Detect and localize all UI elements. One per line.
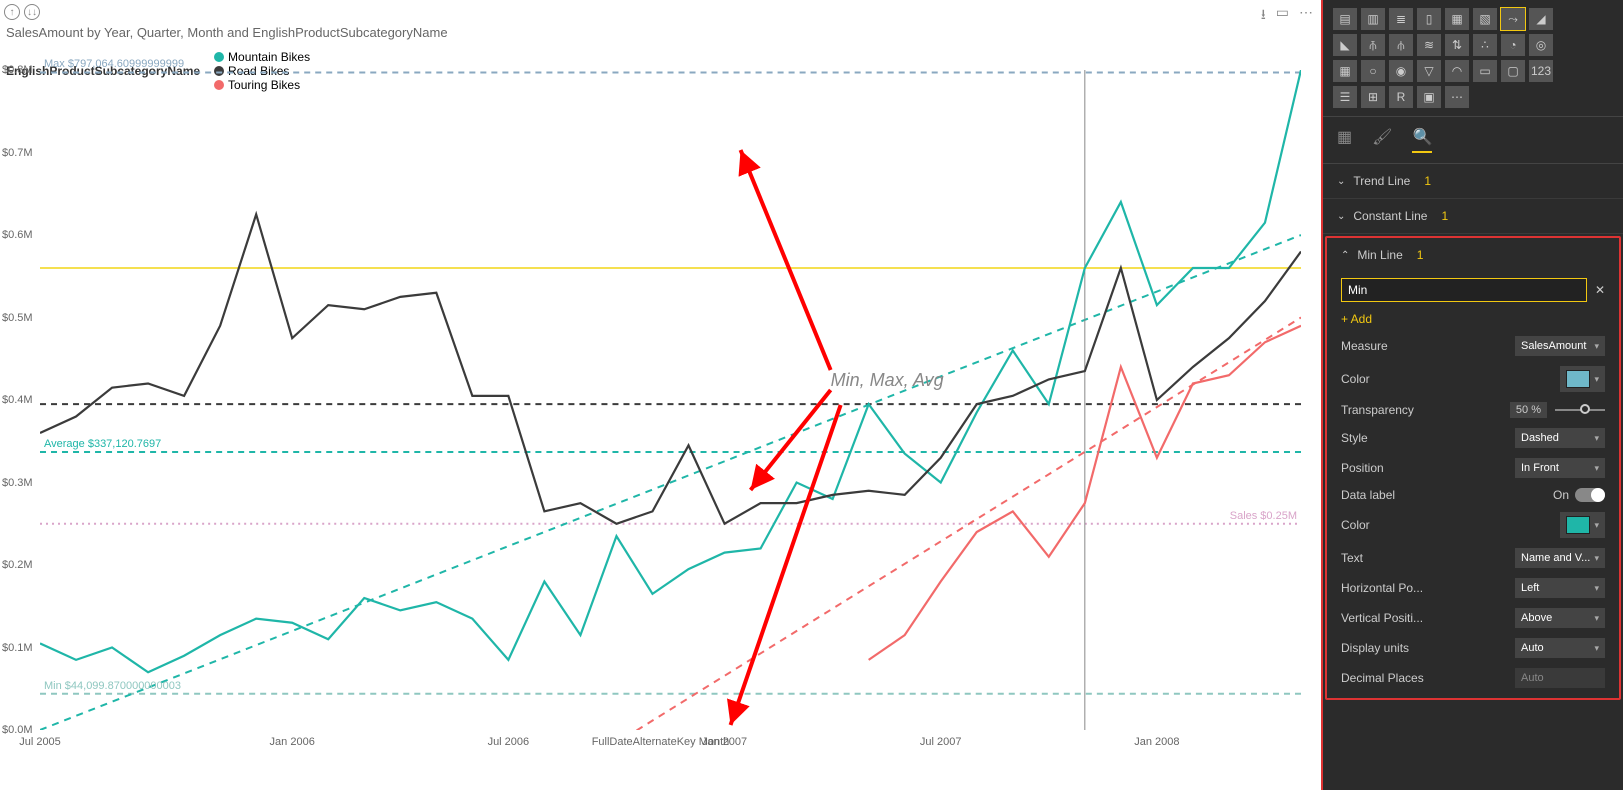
section-constant-line[interactable]: ⌄ Constant Line 1 [1323,199,1623,234]
section-count: 1 [1441,209,1448,223]
viz-custom-icon[interactable]: ⋯ [1445,86,1469,108]
section-title: Min Line [1357,248,1402,262]
chevron-down-icon: ⌄ [1337,211,1345,222]
viz-line-icon[interactable]: ⤳ [1501,8,1525,30]
viz-multi-card-icon[interactable]: ▢ [1501,60,1525,82]
decimals-label: Decimal Places [1341,671,1424,685]
decimals-input[interactable]: Auto [1515,668,1605,688]
position-label: Position [1341,461,1384,475]
viz-waterfall-icon[interactable]: ⇅ [1445,34,1469,56]
section-trend-line[interactable]: ⌄ Trend Line 1 [1323,164,1623,199]
measure-label: Measure [1341,339,1388,353]
tab-fields-icon[interactable]: ▦ [1337,127,1352,153]
viz-treemap-icon[interactable]: ▦ [1333,60,1357,82]
legend-item[interactable]: Mountain Bikes [214,50,310,64]
viz-funnel-icon[interactable]: ▽ [1417,60,1441,82]
drill-up-icon[interactable]: ↑ [4,4,20,20]
viz-scatter-icon[interactable]: ∴ [1473,34,1497,56]
viz-gauge-icon[interactable]: ◠ [1445,60,1469,82]
visual-header-icons: ⭳ ▭ ⋯ [1261,4,1313,28]
section-min-header[interactable]: ⌃ Min Line 1 [1327,238,1619,272]
color-label: Color [1341,372,1370,386]
viz-pie-icon[interactable]: ◔ [1501,34,1525,56]
export-icon[interactable]: ⭳ [1261,4,1266,28]
drill-down-icon[interactable]: ↓↓ [24,4,40,20]
viz-py-icon[interactable]: ▣ [1417,86,1441,108]
viz-table-icon[interactable]: ⊞ [1361,86,1385,108]
style-label: Style [1341,431,1368,445]
viz-stacked-bar-icon[interactable]: ▤ [1333,8,1357,30]
viz-map-icon[interactable]: ○ [1361,60,1385,82]
chart-visual: ↑ ↓↓ ⭳ ▭ ⋯ SalesAmount by Year, Quarter,… [0,0,1323,790]
style-dropdown[interactable]: Dashed▾ [1515,428,1605,448]
viz-100-column-icon[interactable]: ▧ [1473,8,1497,30]
text-label: Text [1341,551,1363,565]
viz-ribbon-icon[interactable]: ≋ [1417,34,1441,56]
section-count: 1 [1424,174,1431,188]
viz-kpi-icon[interactable]: 123 [1529,60,1553,82]
viz-stacked-column-icon[interactable]: ▥ [1361,8,1385,30]
viz-100-bar-icon[interactable]: ▦ [1445,8,1469,30]
viz-stacked-area-icon[interactable]: ◣ [1333,34,1357,56]
chevron-down-icon: ⌄ [1337,176,1345,187]
text-dropdown[interactable]: Name and V...▾ [1515,548,1605,568]
viz-filled-map-icon[interactable]: ◉ [1389,60,1413,82]
position-dropdown[interactable]: In Front▾ [1515,458,1605,478]
measure-dropdown[interactable]: SalesAmount▾ [1515,336,1605,356]
viz-slicer-icon[interactable]: ☰ [1333,86,1357,108]
section-count: 1 [1417,248,1424,262]
panel-tabs: ▦ 🖌 🔍 [1323,117,1623,164]
focus-icon[interactable]: ▭ [1276,4,1289,28]
viz-gallery: ▤ ▥ ≣ ▯ ▦ ▧ ⤳ ◢ ◣ ⫚ ⫛ ≋ ⇅ ∴ ◔ ◎ ▦ ○ ◉ ▽ … [1323,0,1623,117]
units-label: Display units [1341,641,1409,655]
color2-label: Color [1341,518,1370,532]
datalabel-toggle[interactable]: On [1553,488,1605,502]
min-line-name-input[interactable]: Min [1341,278,1587,302]
viz-area-icon[interactable]: ◢ [1529,8,1553,30]
vpos-label: Vertical Positi... [1341,611,1423,625]
section-min-line: ⌃ Min Line 1 Min ✕ + Add Measure SalesAm… [1325,236,1621,700]
plot-area: $0.0M$0.1M$0.2M$0.3M$0.4M$0.5M$0.6M$0.7M… [40,70,1301,730]
viz-combo1-icon[interactable]: ⫚ [1361,34,1385,56]
units-dropdown[interactable]: Auto▾ [1515,638,1605,658]
viz-donut-icon[interactable]: ◎ [1529,34,1553,56]
transparency-label: Transparency [1341,403,1414,417]
tab-analytics-icon[interactable]: 🔍 [1412,127,1432,153]
chevron-up-icon: ⌃ [1341,250,1349,261]
transparency-slider[interactable] [1555,409,1605,411]
visualizations-panel: ▤ ▥ ≣ ▯ ▦ ▧ ⤳ ◢ ◣ ⫚ ⫛ ≋ ⇅ ∴ ◔ ◎ ▦ ○ ◉ ▽ … [1323,0,1623,790]
viz-r-icon[interactable]: R [1389,86,1413,108]
annotation-text: Min, Max, Avg [831,370,944,391]
label-color-picker[interactable]: ▾ [1560,512,1605,538]
tab-format-icon[interactable]: 🖌 [1372,127,1392,153]
close-icon[interactable]: ✕ [1595,283,1605,297]
color-picker[interactable]: ▾ [1560,366,1605,392]
drill-icons: ↑ ↓↓ [4,4,40,20]
add-button[interactable]: + Add [1341,312,1605,326]
hpos-label: Horizontal Po... [1341,581,1423,595]
hpos-dropdown[interactable]: Left▾ [1515,578,1605,598]
viz-combo2-icon[interactable]: ⫛ [1389,34,1413,56]
chart-title: SalesAmount by Year, Quarter, Month and … [6,25,448,40]
x-axis-title: FullDateAlternateKey Month [592,736,730,748]
section-title: Trend Line [1353,174,1410,188]
transparency-value: 50 % [1510,402,1547,418]
viz-clustered-bar-icon[interactable]: ≣ [1389,8,1413,30]
vpos-dropdown[interactable]: Above▾ [1515,608,1605,628]
viz-clustered-column-icon[interactable]: ▯ [1417,8,1441,30]
more-icon[interactable]: ⋯ [1299,4,1313,28]
viz-card-icon[interactable]: ▭ [1473,60,1497,82]
datalabel-label: Data label [1341,488,1395,502]
section-title: Constant Line [1353,209,1427,223]
